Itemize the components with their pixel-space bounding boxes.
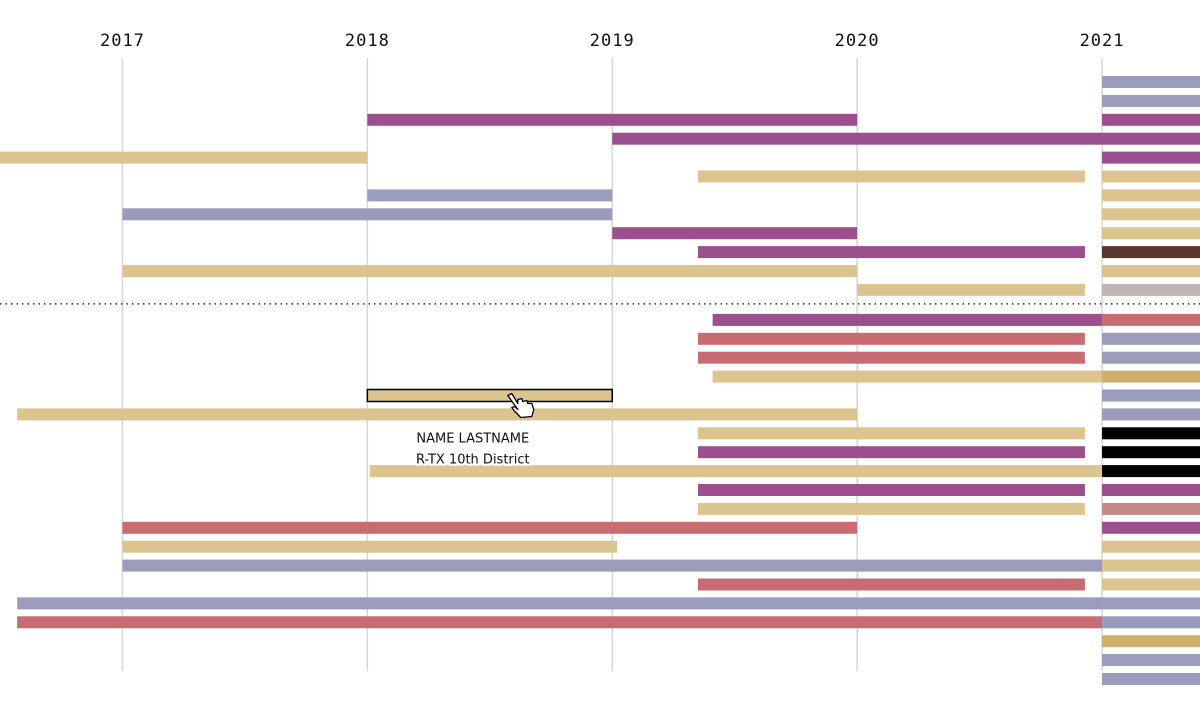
term-bar[interactable] — [612, 132, 1103, 145]
term-bar[interactable] — [697, 170, 1085, 183]
overlay: NAME LASTNAME R-TX 10th District — [413, 392, 535, 470]
term-bar[interactable] — [1102, 265, 1200, 277]
term-bar[interactable] — [1102, 76, 1200, 88]
term-bar[interactable] — [712, 370, 1103, 383]
term-bar[interactable] — [1102, 208, 1200, 221]
cursor-hand — [507, 392, 535, 419]
term-bar[interactable] — [1102, 484, 1200, 496]
x-tick-label: 2021 — [1080, 31, 1125, 51]
term-bar[interactable] — [1102, 370, 1200, 383]
term-bar[interactable] — [1102, 673, 1200, 685]
term-bar[interactable] — [1102, 597, 1200, 610]
term-bar[interactable] — [1102, 170, 1200, 183]
term-bar[interactable] — [697, 351, 1085, 364]
term-bar[interactable] — [122, 521, 858, 534]
term-bar[interactable] — [366, 388, 613, 403]
term-bar[interactable] — [367, 113, 858, 126]
term-bar[interactable] — [1102, 227, 1200, 240]
term-bar[interactable] — [122, 265, 858, 277]
term-bar[interactable] — [17, 597, 1103, 610]
term-bar[interactable] — [697, 578, 1085, 591]
term-bar[interactable] — [1102, 94, 1200, 107]
term-bar[interactable] — [697, 246, 1085, 259]
term-bar[interactable] — [1102, 332, 1200, 345]
term-bar[interactable] — [367, 189, 613, 202]
term-bar[interactable] — [1102, 351, 1200, 364]
term-bar[interactable] — [1102, 427, 1200, 440]
term-bar[interactable] — [1102, 246, 1200, 259]
term-bar[interactable] — [1102, 578, 1200, 591]
x-tick-label: 2019 — [590, 31, 635, 51]
term-bar[interactable] — [122, 559, 1103, 572]
term-bar[interactable] — [17, 408, 858, 421]
term-bar[interactable] — [122, 540, 618, 553]
grid: 2017 2018 2019 2020 2021 — [0, 31, 1200, 671]
term-bar[interactable] — [1102, 408, 1200, 421]
x-tick-label: 2017 — [100, 31, 145, 51]
term-bar[interactable] — [1102, 635, 1200, 648]
term-bar[interactable] — [1102, 446, 1200, 459]
term-bar[interactable] — [1102, 113, 1200, 126]
term-bar[interactable] — [1102, 189, 1200, 202]
term-bar[interactable] — [1102, 313, 1200, 326]
term-bar[interactable] — [1102, 465, 1200, 478]
term-bar[interactable] — [17, 616, 1103, 629]
term-bar[interactable] — [369, 465, 1103, 478]
term-bar[interactable] — [122, 208, 613, 221]
bars — [0, 76, 1200, 685]
term-bar[interactable] — [697, 427, 1085, 440]
term-bar[interactable] — [1102, 389, 1200, 402]
term-bar[interactable] — [697, 484, 1085, 496]
tooltip-district: R-TX 10th District — [416, 453, 530, 468]
term-bar[interactable] — [1102, 540, 1200, 553]
term-bar[interactable] — [857, 283, 1085, 296]
term-bar[interactable] — [697, 332, 1085, 345]
term-bar[interactable] — [1102, 502, 1200, 515]
term-bar[interactable] — [1102, 559, 1200, 572]
term-bar[interactable] — [1102, 132, 1200, 145]
term-bar[interactable] — [1102, 654, 1200, 667]
term-bar[interactable] — [697, 446, 1085, 459]
term-bar[interactable] — [1102, 616, 1200, 629]
term-bar[interactable] — [1102, 521, 1200, 534]
term-bar[interactable] — [1102, 283, 1200, 296]
term-bar[interactable] — [712, 313, 1103, 326]
term-bar[interactable] — [697, 502, 1085, 515]
x-tick-label: 2020 — [835, 31, 880, 51]
term-bar[interactable] — [0, 151, 368, 164]
x-tick-label: 2018 — [345, 31, 390, 51]
term-bar[interactable] — [612, 227, 858, 240]
tooltip-name: NAME LASTNAME — [416, 432, 529, 447]
term-bar[interactable] — [1102, 151, 1200, 164]
